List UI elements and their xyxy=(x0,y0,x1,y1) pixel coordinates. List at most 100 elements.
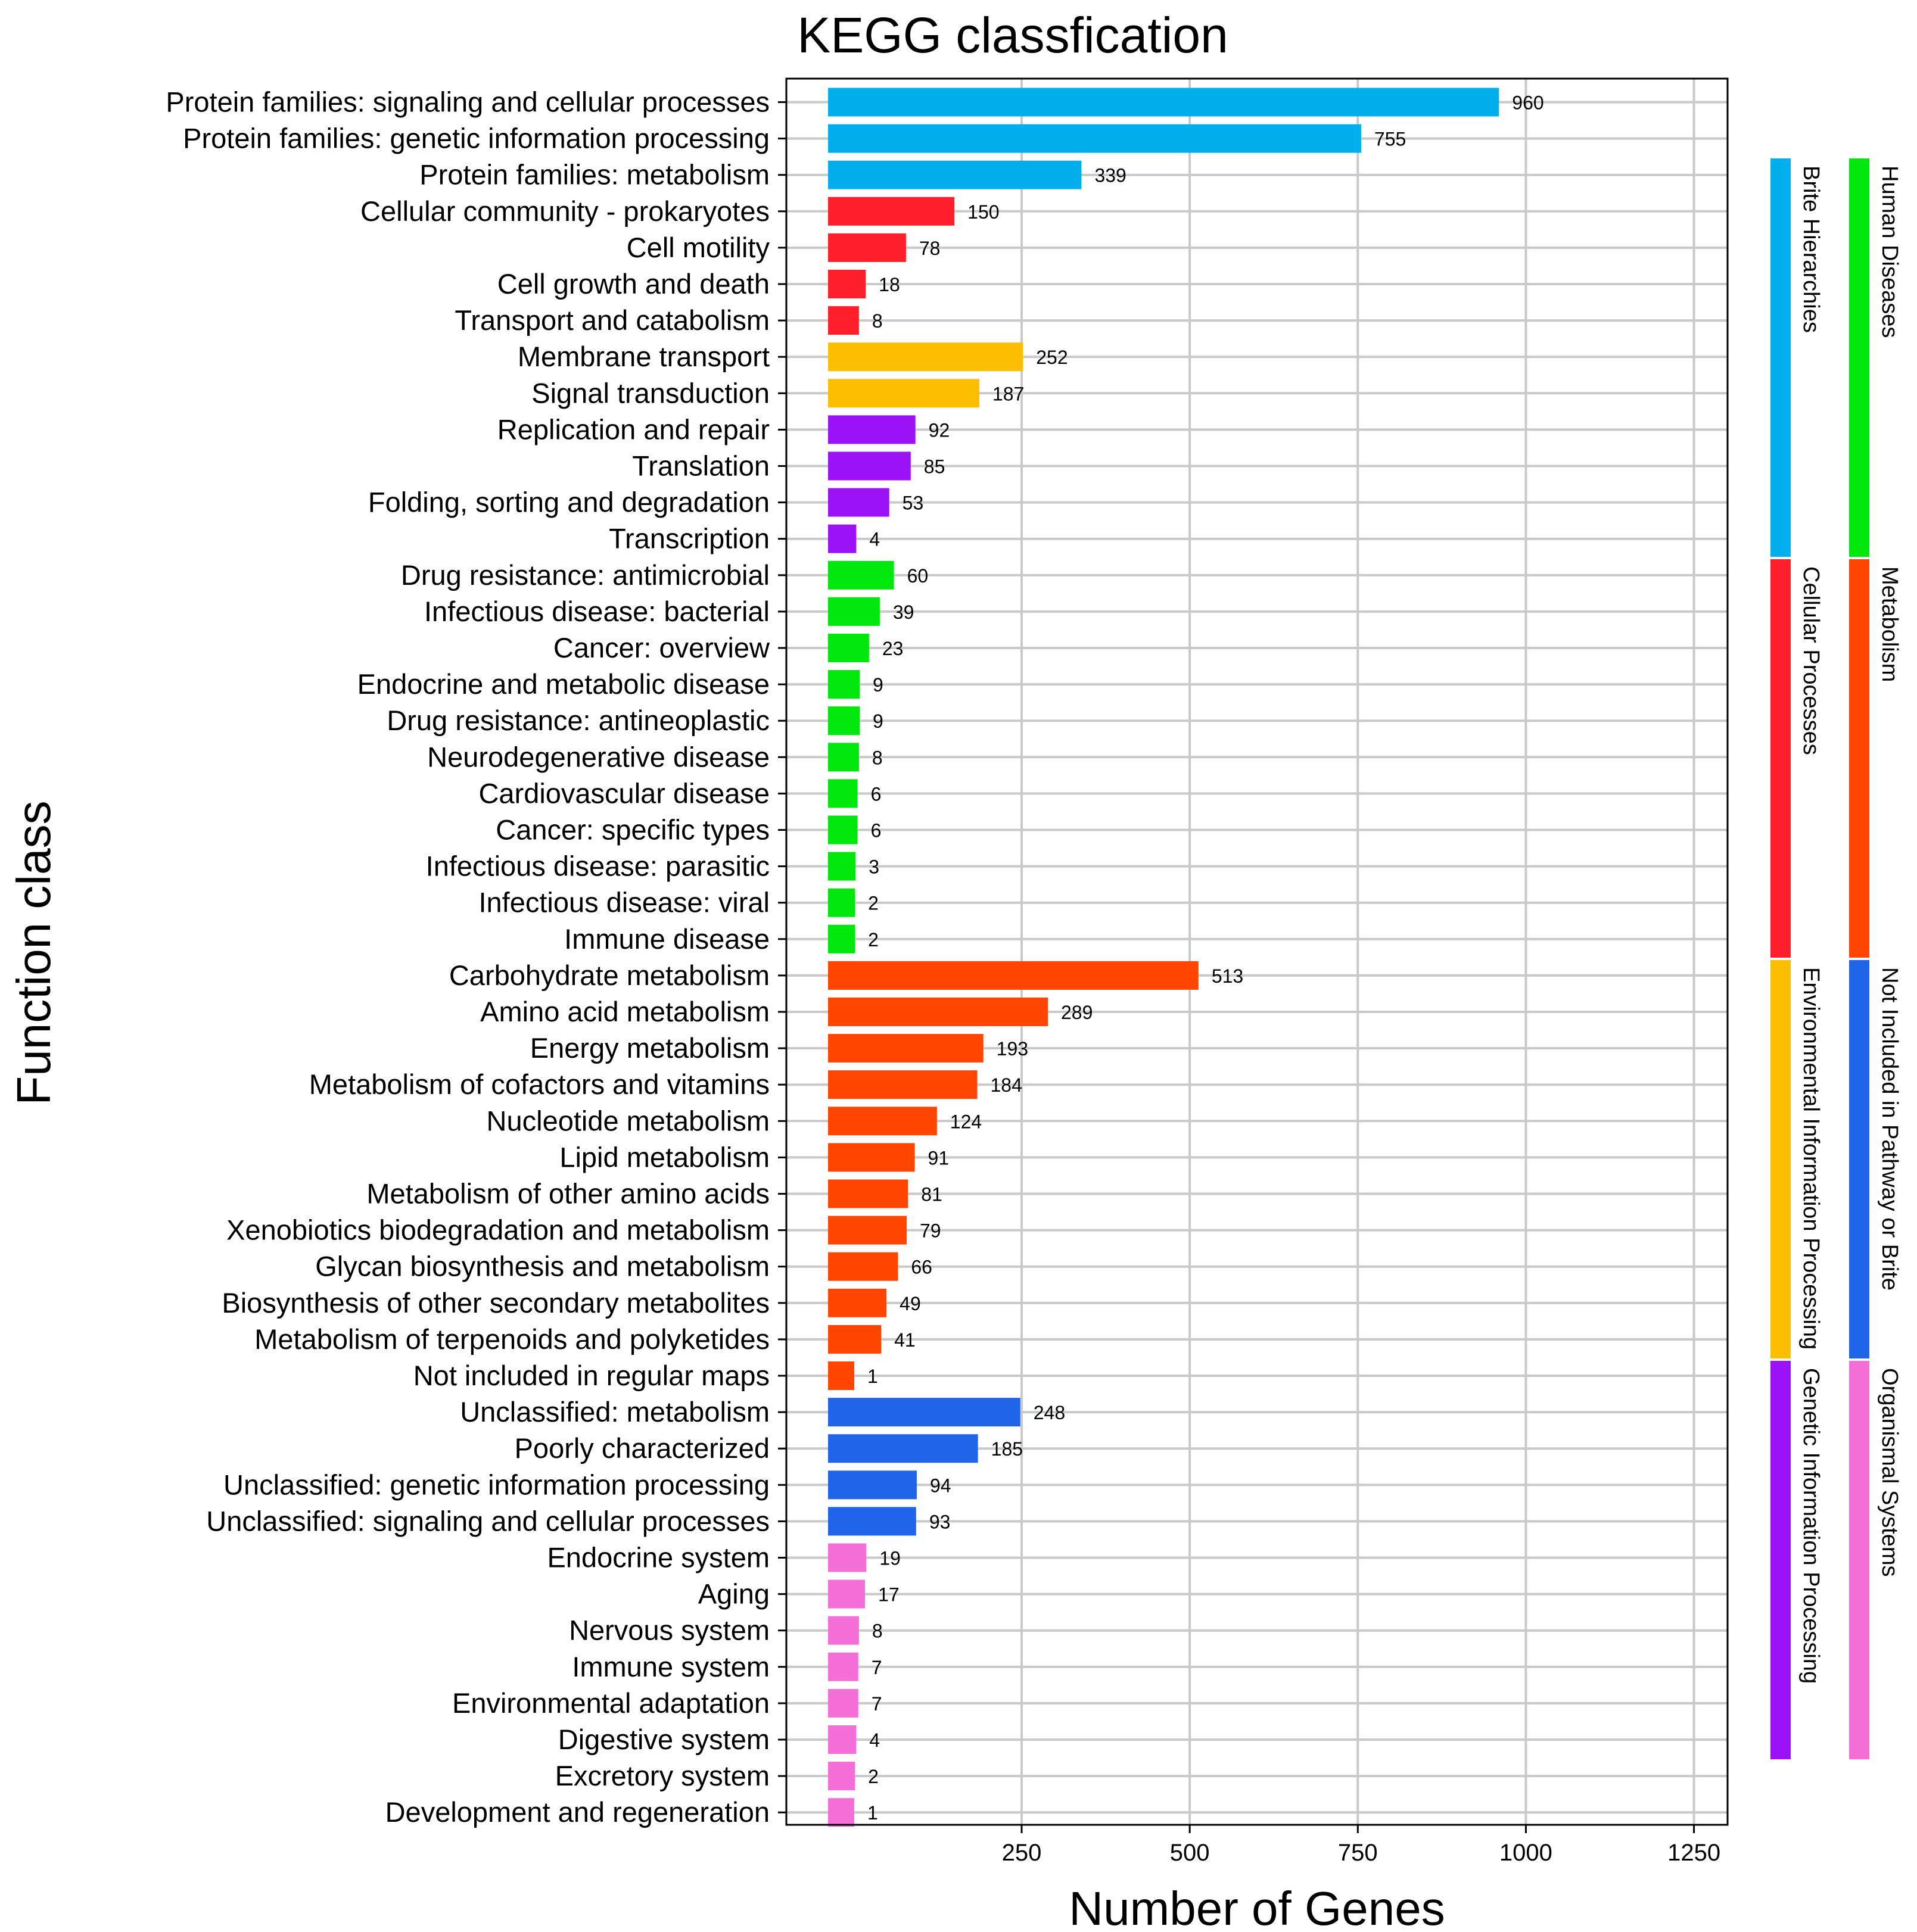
legend-label-organismal-systems: Organismal Systems xyxy=(1877,1368,1902,1577)
bar-infectious-disease-bacterial xyxy=(828,597,880,626)
value-label-drug-resistance-antineoplastic: 9 xyxy=(873,711,883,732)
category-label-transcription: Transcription xyxy=(609,523,770,554)
value-label-transport-and-catabolism: 8 xyxy=(872,310,883,332)
value-label-immune-disease: 2 xyxy=(868,929,879,951)
value-label-folding-sorting-and-degradation: 53 xyxy=(903,493,924,514)
bar-cancer-overview xyxy=(828,634,869,662)
category-label-folding-sorting-and-degradation: Folding, sorting and degradation xyxy=(368,487,770,518)
bar-endocrine-system xyxy=(828,1543,867,1572)
x-tick-label-500: 500 xyxy=(1170,1840,1210,1866)
group-legend: Brite Hierarchies Cellular Processes Envir… xyxy=(1770,158,1902,1759)
bar-not-included-in-regular-maps xyxy=(828,1361,854,1390)
bar-protein-families-signaling-and-cellular-processes xyxy=(828,88,1499,117)
bar-digestive-system xyxy=(828,1725,857,1754)
value-label-development-and-regeneration: 1 xyxy=(867,1802,878,1824)
category-label-cancer-specific-types: Cancer: specific types xyxy=(496,814,770,846)
value-label-glycan-biosynthesis-and-metabolism: 66 xyxy=(911,1257,932,1278)
category-label-infectious-disease-bacterial: Infectious disease: bacterial xyxy=(424,596,770,627)
bar-poorly-characterized xyxy=(828,1434,978,1463)
category-label-digestive-system: Digestive system xyxy=(558,1724,770,1755)
value-label-poorly-characterized: 185 xyxy=(991,1438,1023,1460)
value-label-metabolism-of-terpenoids-and-polyketides: 41 xyxy=(894,1329,916,1351)
x-tick-label-250: 250 xyxy=(1002,1840,1042,1866)
category-label-cancer-overview: Cancer: overview xyxy=(553,632,770,663)
category-label-protein-families-genetic-information-processing: Protein families: genetic information pr… xyxy=(183,123,770,154)
bar-lipid-metabolism xyxy=(828,1143,915,1172)
category-label-cellular-community-prokaryotes: Cellular community - prokaryotes xyxy=(360,195,770,227)
value-label-cellular-community-prokaryotes: 150 xyxy=(967,201,999,223)
value-label-cancer-overview: 23 xyxy=(882,638,904,659)
category-label-lipid-metabolism: Lipid metabolism xyxy=(559,1141,770,1173)
value-label-translation: 85 xyxy=(924,456,945,478)
bar-environmental-adaptation xyxy=(828,1688,858,1718)
x-tick-label-1250: 1250 xyxy=(1667,1840,1720,1866)
category-label-protein-families-signaling-and-cellular-processes: Protein families: signaling and cellular… xyxy=(166,86,770,118)
bar-signal-transduction xyxy=(828,379,979,408)
bar-cell-growth-and-death xyxy=(828,270,866,298)
value-label-nucleotide-metabolism: 124 xyxy=(950,1111,982,1132)
bar-nucleotide-metabolism xyxy=(828,1107,937,1136)
bar-folding-sorting-and-degradation xyxy=(828,488,889,517)
bar-unclassified-genetic-information-processing xyxy=(828,1470,917,1500)
value-label-digestive-system: 4 xyxy=(869,1730,880,1751)
legend-swatch-not-included-in-pathway-or-brite xyxy=(1849,960,1869,1358)
bar-immune-disease xyxy=(828,924,855,953)
value-label-cell-growth-and-death: 18 xyxy=(879,274,900,295)
category-labels: Protein families: signaling and cellular… xyxy=(166,86,770,1828)
legend-label-human-diseases: Human Diseases xyxy=(1877,166,1902,338)
y-axis-title: Function class xyxy=(7,800,60,1105)
bar-excretory-system xyxy=(828,1762,855,1791)
value-label-endocrine-system: 19 xyxy=(879,1548,901,1569)
category-label-infectious-disease-viral: Infectious disease: viral xyxy=(478,887,770,918)
value-label-nervous-system: 8 xyxy=(872,1621,883,1642)
legend-swatch-environmental-information-processing xyxy=(1770,960,1791,1358)
x-axis-title: Number of Genes xyxy=(1069,1882,1445,1932)
legend-label-not-included-in-pathway-or-brite: Not Included in Pathway or Brite xyxy=(1877,967,1902,1291)
category-label-signal-transduction: Signal transduction xyxy=(531,377,770,409)
bar-immune-system xyxy=(828,1652,858,1681)
category-label-not-included-in-regular-maps: Not included in regular maps xyxy=(413,1360,770,1391)
bar-protein-families-genetic-information-processing xyxy=(828,124,1361,153)
bar-infectious-disease-viral xyxy=(828,888,855,917)
category-label-energy-metabolism: Energy metabolism xyxy=(530,1032,770,1064)
bar-carbohydrate-metabolism xyxy=(828,961,1199,990)
category-label-drug-resistance-antineoplastic: Drug resistance: antineoplastic xyxy=(387,705,770,736)
value-label-excretory-system: 2 xyxy=(868,1766,879,1787)
category-label-cardiovascular-disease: Cardiovascular disease xyxy=(478,777,770,809)
category-label-immune-system: Immune system xyxy=(572,1651,770,1682)
category-label-metabolism-of-other-amino-acids: Metabolism of other amino acids xyxy=(366,1178,770,1210)
category-label-drug-resistance-antimicrobial: Drug resistance: antimicrobial xyxy=(401,559,770,591)
bar-translation xyxy=(828,451,911,481)
value-label-metabolism-of-cofactors-and-vitamins: 184 xyxy=(991,1074,1022,1096)
category-label-environmental-adaptation: Environmental adaptation xyxy=(452,1687,770,1719)
bar-neurodegenerative-disease xyxy=(828,743,859,772)
bar-cancer-specific-types xyxy=(828,815,858,845)
category-label-neurodegenerative-disease: Neurodegenerative disease xyxy=(427,741,770,772)
bar-xenobiotics-biodegradation-and-metabolism xyxy=(828,1216,907,1245)
legend-swatch-metabolism xyxy=(1849,559,1869,958)
legend-label-cellular-processes: Cellular Processes xyxy=(1798,566,1823,755)
bar-replication-and-repair xyxy=(828,415,916,444)
legend-label-genetic-information-processing: Genetic Information Processing xyxy=(1798,1368,1823,1684)
category-label-replication-and-repair: Replication and repair xyxy=(497,413,770,445)
chart-title: KEGG classfication xyxy=(797,7,1228,63)
bar-metabolism-of-terpenoids-and-polyketides xyxy=(828,1325,882,1354)
bar-glycan-biosynthesis-and-metabolism xyxy=(828,1252,898,1281)
bar-unclassified-signaling-and-cellular-processes xyxy=(828,1507,916,1536)
value-label-immune-system: 7 xyxy=(872,1657,882,1678)
value-labels: 9607553391507818825218792855346039239986… xyxy=(867,92,1544,1824)
category-label-metabolism-of-terpenoids-and-polyketides: Metabolism of terpenoids and polyketides xyxy=(254,1323,770,1355)
value-label-infectious-disease-parasitic: 3 xyxy=(869,856,879,878)
category-label-amino-acid-metabolism: Amino acid metabolism xyxy=(480,996,770,1027)
value-label-energy-metabolism: 193 xyxy=(997,1038,1028,1060)
value-label-environmental-adaptation: 7 xyxy=(872,1693,882,1715)
value-label-membrane-transport: 252 xyxy=(1036,347,1068,368)
bar-endocrine-and-metabolic-disease xyxy=(828,670,860,699)
value-label-endocrine-and-metabolic-disease: 9 xyxy=(873,674,883,696)
legend-label-environmental-information-processing: Environmental Information Processing xyxy=(1798,967,1823,1350)
bars xyxy=(828,88,1499,1827)
category-label-infectious-disease-parasitic: Infectious disease: parasitic xyxy=(426,850,770,882)
value-label-cardiovascular-disease: 6 xyxy=(871,783,882,805)
plot-frame xyxy=(785,77,1729,1826)
